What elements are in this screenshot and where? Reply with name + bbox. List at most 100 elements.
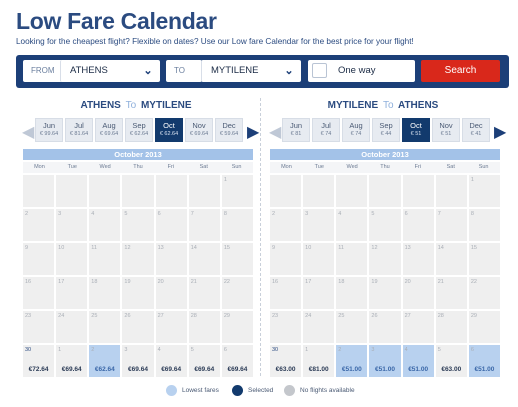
route-origin: MYTILENE [327, 100, 379, 111]
weekday-label: Wed [346, 164, 358, 170]
month-price: € 62.64 [129, 131, 149, 137]
day-number: 30 [272, 347, 279, 353]
weekday-label: Mon [34, 164, 45, 170]
day-price: €81.00 [308, 366, 329, 373]
calendar-day-fare[interactable]: 2 €62.64 [89, 345, 121, 377]
calendar-day-fare[interactable]: 6 €69.64 [221, 345, 253, 377]
month-tab-jul[interactable]: Jul € 74 [312, 118, 340, 142]
day-price: €69.64 [227, 366, 248, 373]
month-name: Sep [379, 121, 393, 130]
calendar-day-fare[interactable]: 3 €69.64 [122, 345, 154, 377]
calendar-day [336, 175, 368, 207]
month-tab-sep[interactable]: Sep € 62.64 [125, 118, 153, 142]
day-number: 22 [470, 279, 477, 285]
one-way-toggle[interactable]: One way [308, 60, 415, 82]
calendar-day: 22 [468, 277, 500, 309]
day-number: 3 [124, 347, 128, 353]
day-number: 2 [91, 347, 95, 353]
calendar-day [270, 175, 302, 207]
day-number: 8 [223, 211, 227, 217]
calendar-day: 10 [303, 243, 335, 275]
calendar-day: 19 [122, 277, 154, 309]
month-tab-nov[interactable]: Nov € 51 [432, 118, 460, 142]
calendar-day-fare[interactable]: 1 €81.00 [303, 345, 335, 377]
day-number: 16 [25, 279, 32, 285]
day-number: 5 [190, 347, 194, 353]
day-number: 17 [305, 279, 312, 285]
calendar-day: 4 [89, 209, 121, 241]
month-name: Aug [102, 121, 116, 130]
month-name: Nov [439, 121, 453, 130]
calendar-day-fare[interactable]: 4 €51.00 [402, 345, 434, 377]
day-number: 4 [338, 211, 342, 217]
day-number: 1 [305, 347, 309, 353]
one-way-checkbox[interactable] [312, 63, 327, 78]
calendar-day [122, 175, 154, 207]
calendar-day: 9 [23, 243, 55, 275]
calendar-day-fare[interactable]: 30 €63.00 [270, 345, 302, 377]
calendar-day-fare[interactable]: 5 €69.64 [188, 345, 220, 377]
month-tab-jul[interactable]: Jul € 81.64 [65, 118, 93, 142]
calendar-day: 6 [402, 209, 434, 241]
month-tab-aug[interactable]: Aug € 74 [342, 118, 370, 142]
calendar-day-fare[interactable]: 1 €69.64 [56, 345, 88, 377]
day-number: 24 [305, 313, 312, 319]
calendar-day: 23 [23, 311, 55, 343]
month-tab-nov[interactable]: Nov € 69.64 [185, 118, 213, 142]
day-number: 25 [91, 313, 98, 319]
calendar-day-fare[interactable]: 6 €51.00 [468, 345, 500, 377]
month-tab-oct[interactable]: Oct € 62.64 [155, 118, 183, 142]
calendar-day [303, 175, 335, 207]
day-number: 15 [470, 245, 477, 251]
month-tab-aug[interactable]: Aug € 69.64 [95, 118, 123, 142]
month-name: Oct [410, 121, 422, 130]
to-select[interactable]: MYTILENE ⌄ [201, 60, 301, 82]
month-tab-dec[interactable]: Dec € 59.64 [215, 118, 243, 142]
day-number: 26 [371, 313, 378, 319]
calendar-day: 11 [89, 243, 121, 275]
weekday-label: Thu [380, 164, 390, 170]
next-month-arrow-icon[interactable]: ▶ [247, 124, 260, 141]
calendar-day: 3 [56, 209, 88, 241]
month-price: € 81.64 [69, 131, 89, 137]
day-number: 29 [223, 313, 230, 319]
day-number: 14 [190, 245, 197, 251]
prev-month-arrow-icon[interactable]: ◀ [269, 124, 282, 141]
calendar-day-fare[interactable]: 3 €51.00 [369, 345, 401, 377]
calendar-day: 14 [188, 243, 220, 275]
next-month-arrow-icon[interactable]: ▶ [494, 124, 507, 141]
month-tab-oct[interactable]: Oct € 51 [402, 118, 430, 142]
month-tab-sep[interactable]: Sep € 44 [372, 118, 400, 142]
month-name: Nov [192, 121, 206, 130]
month-price: € 51 [440, 131, 452, 137]
calendar-day-fare[interactable]: 5 €63.00 [435, 345, 467, 377]
search-button[interactable]: Search [421, 60, 500, 82]
month-tabs: Jun € 99.64 Jul € 81.64 Aug € 69.64 Sep € 62.64… [35, 118, 245, 142]
weekday-label: Mon [281, 164, 292, 170]
calendar-day [89, 175, 121, 207]
month-tab-jun[interactable]: Jun € 81 [282, 118, 310, 142]
weekday-label: Sun [478, 164, 489, 170]
calendar-day: 25 [336, 311, 368, 343]
calendar-day: 13 [155, 243, 187, 275]
month-price: € 69.64 [99, 131, 119, 137]
calendar-day: 27 [402, 311, 434, 343]
month-tab-dec[interactable]: Dec € 41 [462, 118, 490, 142]
prev-month-arrow-icon[interactable]: ◀ [22, 124, 35, 141]
panel-divider [260, 98, 261, 376]
calendar-day: 19 [369, 277, 401, 309]
legend-selected: Selected [232, 385, 273, 396]
weekday-label: Sun [231, 164, 242, 170]
month-tab-jun[interactable]: Jun € 99.64 [35, 118, 63, 142]
calendar-day-fare[interactable]: 4 €69.64 [155, 345, 187, 377]
month-price: € 59.64 [219, 131, 239, 137]
weekday-label: Tue [67, 164, 77, 170]
calendar-day: 5 [122, 209, 154, 241]
day-number: 15 [223, 245, 230, 251]
route-to: To [382, 100, 394, 111]
from-select[interactable]: ATHENS ⌄ [60, 60, 160, 82]
calendar-day-fare[interactable]: 30 €72.64 [23, 345, 55, 377]
day-number: 28 [190, 313, 197, 319]
calendar-day [155, 175, 187, 207]
calendar-day-fare[interactable]: 2 €51.00 [336, 345, 368, 377]
